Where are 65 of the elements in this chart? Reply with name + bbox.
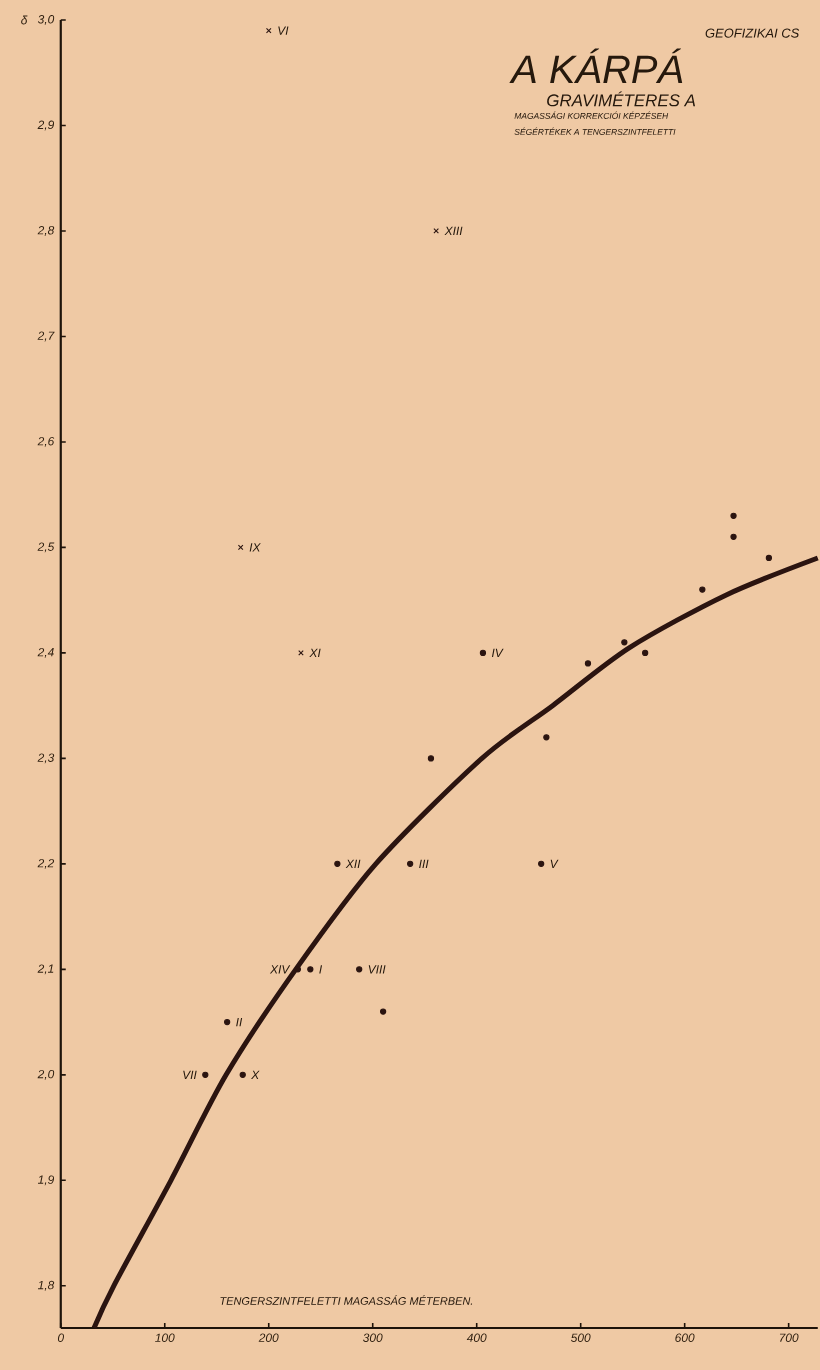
data-label: X [250,1070,260,1079]
data-label: VI [278,26,289,35]
text: GEOFIZIKAI CS [705,28,799,38]
point [202,1071,209,1078]
point [237,544,244,551]
data-label: XIII [444,226,463,236]
point [730,512,737,519]
point [621,639,628,646]
data-label: XII [345,859,361,868]
point [433,228,439,234]
point [307,966,314,973]
x-tick-label: 700 [779,1333,799,1342]
line-series [91,555,820,1331]
x-axis-title: TENGERSZINTFELETTI MAGASSÁG MÉTERBEN. [220,1295,472,1305]
y-tick-label: 2,2 [37,858,54,869]
annotation: GRAVIMÉTERES A [546,91,695,107]
point [730,533,737,540]
y-tick-label: 1,8 [37,1280,55,1291]
point [765,554,772,562]
point [641,649,649,657]
point [584,660,591,667]
data-label: IV [491,648,504,658]
x-tick-label: 300 [362,1333,383,1342]
point [379,1008,387,1015]
y-tick-label: 2,0 [37,1069,55,1080]
point [239,1071,246,1078]
point [406,860,414,867]
point [543,734,550,741]
point [479,649,486,657]
data-label: XI [309,648,321,658]
y-tick-label: 2,5 [37,542,55,553]
data-label: XIV [269,965,291,974]
y-axis-title: δ [20,15,28,25]
data-label: IX [249,543,261,552]
y-tick-label: 2,1 [37,964,54,975]
x-tick-label: 0 [57,1333,64,1342]
x-tick-label: 100 [154,1333,175,1342]
data-label: II [235,1017,243,1027]
data-label: V [550,859,559,868]
y-tick-label: 2,7 [37,331,55,342]
point [699,586,706,593]
data-label: VII [183,1070,197,1079]
x-tick-label: 400 [466,1333,487,1342]
y-tick-label: 3,0 [37,15,55,25]
y-tick-label: 2,6 [37,436,55,447]
x-tick-label: 500 [570,1333,591,1342]
point [427,755,434,762]
point [334,860,341,867]
data-label: III [419,859,429,868]
y-tick-label: 2,4 [37,647,54,658]
point [265,27,272,34]
y-tick-label: 2,9 [37,120,54,131]
text: A KÁRPÁ [509,48,683,84]
annotation: MAGASSÁGI KORREKCIÓI KÉPZÉSEH [514,111,669,119]
point [355,966,363,973]
data-label: VIII [368,965,386,974]
point [223,1018,231,1026]
y-tick-label: 1,9 [37,1175,54,1186]
point [537,860,545,867]
x-tick-label: 200 [258,1333,279,1342]
data-label: I [319,965,322,974]
y-tick-label: 2,8 [37,226,55,236]
x-tick-label: 600 [675,1333,695,1342]
annotation: SÉGÉRTÉKEK A TENGERSZINTFELETTI [514,127,676,135]
y-tick-label: 2,3 [37,753,55,764]
